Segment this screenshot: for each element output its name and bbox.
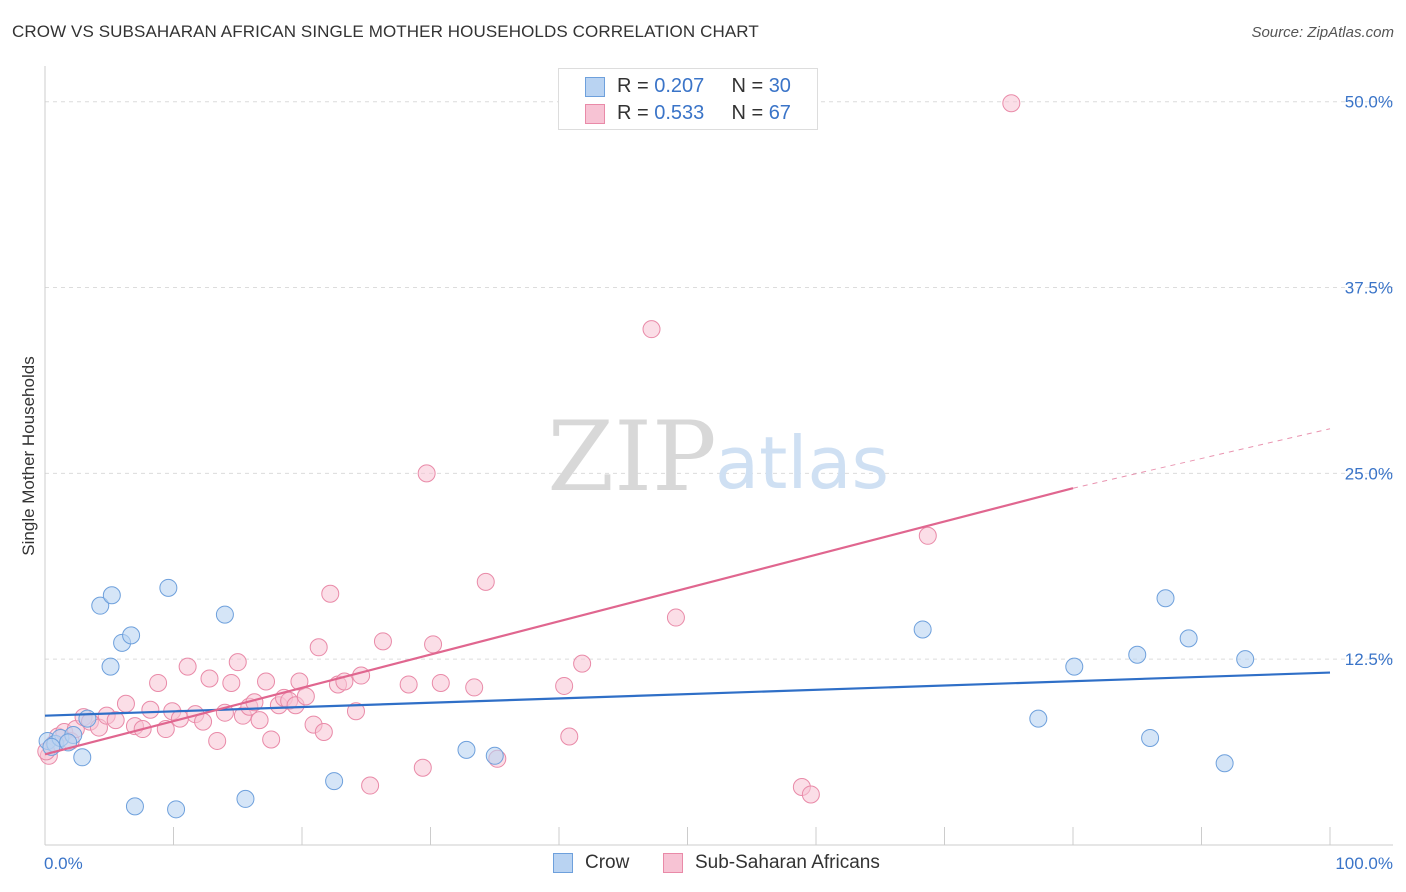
ssa-point (262, 730, 281, 749)
legend-r-value: 0.533 (654, 102, 705, 124)
crow-point (1236, 650, 1255, 669)
watermark-zip: ZIP (547, 401, 716, 513)
ssa-point (555, 676, 574, 695)
ssa-point (141, 700, 160, 719)
ssa-point (290, 672, 309, 691)
ssa-point (476, 572, 495, 591)
ssa-point (296, 687, 315, 706)
legend-r-value: 0.207 (654, 75, 705, 97)
ssa-point (321, 584, 340, 603)
crow-point (236, 789, 255, 808)
watermark-atlas: atlas (715, 421, 889, 505)
ssa-point (573, 654, 592, 673)
ssa-point (257, 672, 276, 691)
crow-point (102, 586, 121, 605)
ssa-point (918, 526, 937, 545)
ssa-point (666, 608, 685, 627)
crow-legend-swatch (553, 853, 573, 873)
legend-n-value: 67 (768, 102, 791, 124)
crow-legend-label: Crow (585, 852, 630, 873)
watermark: ZIP atlas (547, 401, 889, 513)
legend-n-label: N = (731, 102, 769, 124)
source-attribution: Source: ZipAtlas.com (1251, 24, 1394, 41)
legend-r-label: R = (617, 75, 655, 97)
ssa-trend-extension (1072, 428, 1331, 489)
chart-title: CROW VS SUBSAHARAN AFRICAN SINGLE MOTHER… (12, 22, 759, 41)
crow-point (457, 740, 476, 759)
crow-point (215, 605, 234, 624)
ssa-point (116, 694, 135, 713)
y-tick-label: 12.5% (1345, 650, 1393, 669)
ssa-point (373, 632, 392, 651)
crow-point (167, 800, 186, 819)
ssa-point (801, 785, 820, 804)
ssa-point (346, 702, 365, 721)
crow-point (101, 657, 120, 676)
ssa-legend-swatch (663, 853, 683, 873)
crow-point (913, 620, 932, 639)
crow-point (78, 709, 97, 728)
legend-n-label: N = (731, 75, 769, 97)
crow-point (325, 772, 344, 791)
crow-point (1156, 589, 1175, 608)
y-tick-label: 25.0% (1345, 464, 1393, 483)
ssa-point (149, 673, 168, 692)
crow-point (122, 626, 141, 645)
crow-point (1179, 629, 1198, 648)
ssa-point (465, 678, 484, 697)
crow-point (1029, 709, 1048, 728)
crow-point (1215, 754, 1234, 773)
ssa-point (413, 758, 432, 777)
tick-labels: 12.5% 25.0% 37.5% 50.0% 0.0% 100.0% (44, 93, 1393, 873)
ssa-point (200, 669, 219, 688)
ssa-point (208, 731, 227, 750)
ssa-point (399, 675, 418, 694)
ssa-point (314, 723, 333, 742)
crow-point (125, 797, 144, 816)
ssa-point (560, 727, 579, 746)
crow-point (73, 748, 92, 767)
ssa-point (222, 673, 241, 692)
y-axis-label: Single Mother Households (19, 356, 38, 555)
crow-point (1141, 728, 1160, 747)
ssa-legend-label: Sub-Saharan Africans (695, 852, 880, 873)
crow-trend-line (44, 671, 1331, 717)
ssa-point (417, 464, 436, 483)
ssa-swatch (585, 104, 605, 124)
x-tick-label: 100.0% (1335, 854, 1393, 873)
correlation-legend: R = 0.207 N = 30 R = 0.533 N = 67 (558, 68, 818, 130)
ssa-point (228, 653, 247, 672)
crow-point (1128, 645, 1147, 664)
ssa-point (424, 635, 443, 654)
y-tick-label: 50.0% (1345, 93, 1393, 112)
ssa-point (431, 673, 450, 692)
y-tick-label: 37.5% (1345, 279, 1393, 298)
ssa-point (352, 666, 371, 685)
crow-swatch (585, 77, 605, 97)
trend-lines (44, 428, 1331, 756)
series-crow (38, 578, 1255, 819)
ssa-point (642, 320, 661, 339)
legend-r-label: R = (617, 102, 655, 124)
ssa-point (309, 638, 328, 657)
legend-n-value: 30 (768, 75, 791, 97)
ssa-trend-line (44, 487, 1074, 756)
ssa-point (106, 711, 125, 730)
crow-point (159, 578, 178, 597)
crow-point (485, 746, 504, 765)
crow-point (1065, 657, 1084, 676)
crow-point (91, 596, 110, 615)
x-tick-label: 0.0% (44, 854, 83, 873)
grid-lines (45, 101, 1393, 660)
ssa-point (250, 711, 269, 730)
ssa-point (361, 776, 380, 795)
ssa-point (1002, 94, 1021, 113)
ssa-point (178, 657, 197, 676)
